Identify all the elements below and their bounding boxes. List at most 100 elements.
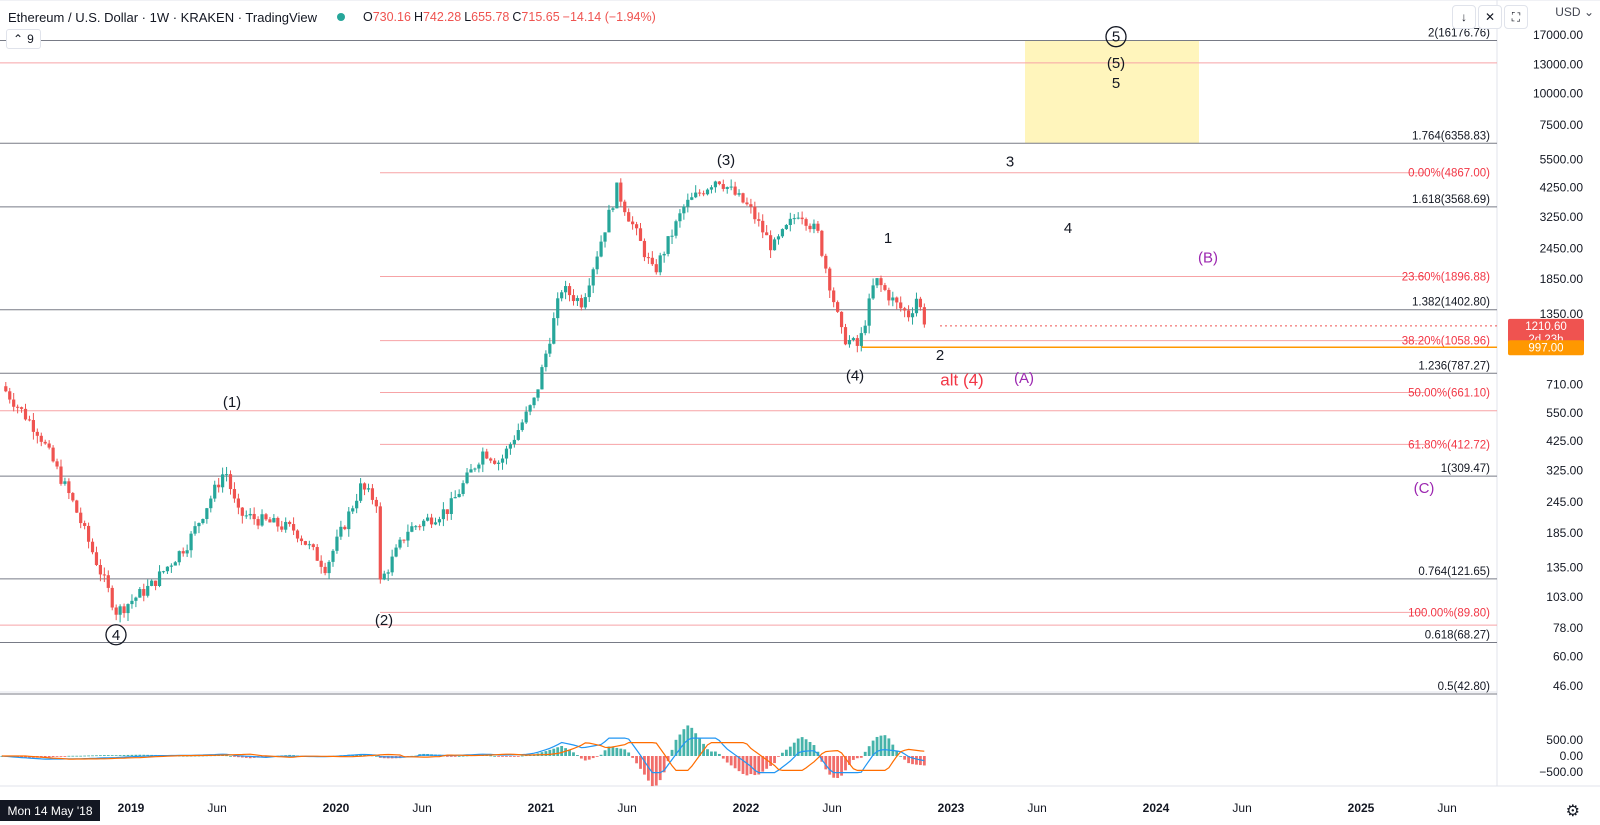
ohlc-value: 742.28 xyxy=(422,10,462,24)
candle-body xyxy=(213,484,217,499)
macd-histogram-bar xyxy=(654,756,658,786)
candle-body xyxy=(114,607,118,615)
candle-body xyxy=(331,550,335,562)
candle-body xyxy=(638,228,643,241)
candle-body xyxy=(126,604,130,614)
candle-body xyxy=(583,297,587,308)
time-tick-label: Jun xyxy=(1232,801,1251,815)
macd-histogram-bar xyxy=(288,754,292,756)
macd-histogram-bar xyxy=(650,756,654,787)
macd-histogram-bar xyxy=(627,752,631,756)
candle-body xyxy=(402,539,406,541)
macd-histogram-bar xyxy=(836,756,840,779)
macd-histogram-bar xyxy=(248,756,252,759)
macd-histogram-bar xyxy=(729,756,733,766)
chart-header: Ethereum / U.S. Dollar · 1W · KRAKEN · T… xyxy=(0,0,659,34)
candle-body xyxy=(765,232,769,236)
macd-histogram-bar xyxy=(461,755,465,757)
candle-body xyxy=(820,230,824,256)
candle-body xyxy=(288,521,292,525)
target-zone xyxy=(1025,40,1199,144)
candle-body xyxy=(611,208,615,210)
macd-histogram-bar xyxy=(757,756,761,775)
candle-body xyxy=(47,443,51,448)
time-tick-label: 2023 xyxy=(938,801,965,815)
candle-body xyxy=(623,201,627,213)
macd-histogram-bar xyxy=(899,755,903,757)
macd-histogram-bar xyxy=(883,735,887,756)
time-tick-label: Jun xyxy=(412,801,431,815)
candle-body xyxy=(674,221,678,236)
time-tick-label: 2021 xyxy=(528,801,555,815)
macd-histogram-bar xyxy=(643,756,646,775)
arrow-down-icon[interactable]: ↓ xyxy=(1452,5,1476,29)
candle-body xyxy=(130,600,134,605)
macd-histogram-bar xyxy=(804,739,808,756)
macd-histogram-bar xyxy=(879,735,883,756)
macd-histogram-bar xyxy=(603,750,607,756)
candle-body xyxy=(16,406,20,408)
macd-histogram-bar xyxy=(457,755,461,757)
candle-body xyxy=(315,547,319,561)
candle-body xyxy=(496,462,501,464)
candle-body xyxy=(268,519,272,523)
wave-label: 4 xyxy=(1064,220,1072,237)
candle-body xyxy=(441,509,445,520)
symbol-title[interactable]: Ethereum / U.S. Dollar · 1W · KRAKEN · T… xyxy=(8,9,317,25)
candle-body xyxy=(595,256,599,270)
candle-body xyxy=(512,439,516,445)
macd-histogram-bar xyxy=(138,754,142,756)
macd-histogram-bar xyxy=(848,756,851,765)
candle-body xyxy=(808,225,812,230)
candle-body xyxy=(374,499,378,507)
candle-body xyxy=(63,481,67,484)
macd-histogram-bar xyxy=(16,756,20,758)
candle-body xyxy=(406,531,410,541)
macd-histogram-bar xyxy=(556,747,560,756)
macd-histogram-bar xyxy=(28,756,31,758)
candle-body xyxy=(473,468,477,470)
candle-body xyxy=(252,513,256,520)
candle-body xyxy=(544,353,548,368)
price-tick-label: 425.00 xyxy=(1546,434,1583,448)
candle-body xyxy=(579,298,583,308)
collapse-icon[interactable]: ✕ xyxy=(1478,5,1502,29)
candle-body xyxy=(701,193,706,195)
chevron-up-icon: ⌃ xyxy=(13,32,24,46)
fullscreen-icon[interactable]: ⛶ xyxy=(1504,5,1528,29)
candle-body xyxy=(922,307,926,325)
fib-retracement-label: 0.00%(4867.00) xyxy=(1408,168,1490,180)
candle-body xyxy=(378,506,382,580)
candle-body xyxy=(575,298,580,302)
gear-icon[interactable]: ⚙ xyxy=(1565,803,1580,820)
price-badge xyxy=(1508,318,1584,347)
macd-histogram-bar xyxy=(591,756,595,759)
candle-body xyxy=(217,484,221,488)
macd-histogram-bar xyxy=(773,756,776,764)
currency-label: USD xyxy=(1555,5,1581,19)
candle-body xyxy=(875,278,879,286)
candle-body xyxy=(465,472,469,484)
indicators-toggle-button[interactable]: ⌃ 9 xyxy=(6,29,41,49)
candle-body xyxy=(327,561,331,574)
candle-body xyxy=(189,533,193,551)
candle-body xyxy=(564,286,568,293)
candle-body xyxy=(248,513,252,516)
candle-body xyxy=(520,422,524,431)
macd-histogram-bar xyxy=(599,754,603,756)
candle-body xyxy=(71,493,75,501)
macd-histogram-bar xyxy=(808,741,812,756)
macd-histogram-bar xyxy=(233,756,236,757)
candle-body xyxy=(437,519,442,523)
time-tick-label: Jun xyxy=(1027,801,1046,815)
candle-body xyxy=(79,512,83,524)
currency-selector[interactable]: USD ⌄ xyxy=(1555,5,1594,19)
candle-body xyxy=(879,278,883,286)
price-tick-label: 4250.00 xyxy=(1540,181,1584,195)
candle-body xyxy=(737,193,741,195)
candle-body xyxy=(851,338,855,340)
macd-histogram-bar xyxy=(87,755,90,757)
candle-body xyxy=(382,573,386,580)
